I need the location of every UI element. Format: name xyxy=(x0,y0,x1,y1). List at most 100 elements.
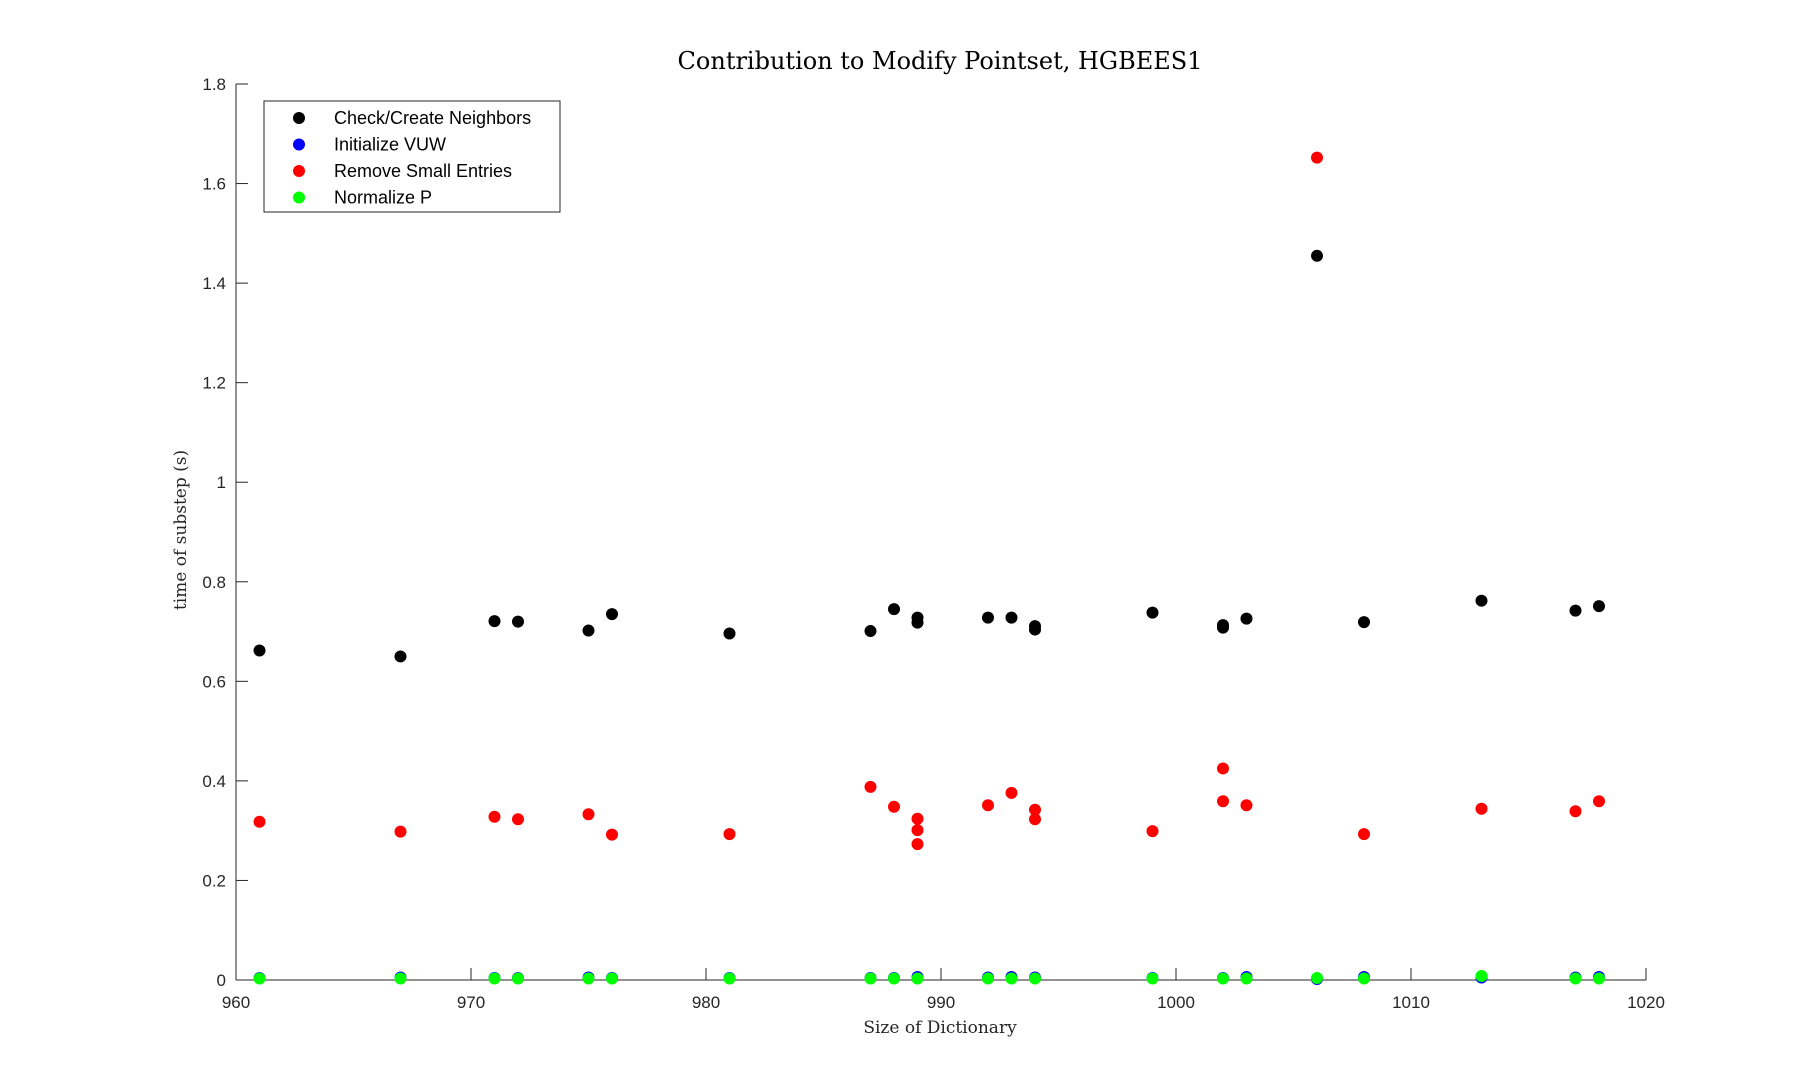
y-tick-label: 0.4 xyxy=(202,772,226,791)
legend: Check/Create Neighbors Initialize VUW Remo… xyxy=(263,100,561,213)
legend-marker xyxy=(293,165,305,177)
data-point xyxy=(864,625,877,638)
y-tick-label: 1.6 xyxy=(202,175,226,194)
data-point xyxy=(512,972,524,985)
data-point xyxy=(911,812,924,825)
data-point xyxy=(888,603,900,616)
data-point xyxy=(864,972,877,985)
data-point xyxy=(394,825,407,838)
data-points xyxy=(253,151,1605,986)
data-point xyxy=(1217,762,1229,775)
data-point xyxy=(1029,813,1041,826)
y-tick-label: 0.2 xyxy=(202,871,226,890)
y-tick-label: 0.8 xyxy=(202,573,226,592)
data-point xyxy=(253,644,266,657)
data-point xyxy=(1569,604,1582,617)
chart-title: Contribution to Modify Pointset, HGBEES1 xyxy=(678,47,1203,75)
data-point xyxy=(982,611,994,624)
data-point xyxy=(1146,606,1159,619)
x-tick-label: 1020 xyxy=(1627,993,1665,1012)
data-point xyxy=(394,650,407,663)
legend-marker xyxy=(293,191,305,204)
data-point xyxy=(911,616,924,629)
x-tick-label: 960 xyxy=(222,993,250,1012)
data-point xyxy=(394,972,407,985)
y-tick-label: 1 xyxy=(217,473,226,492)
data-point xyxy=(488,972,501,985)
data-point xyxy=(888,972,900,985)
data-point xyxy=(1311,972,1323,985)
data-point xyxy=(488,615,501,628)
y-tick-label: 1.4 xyxy=(202,274,226,293)
data-point xyxy=(1217,972,1229,985)
data-point xyxy=(1217,795,1229,808)
data-point xyxy=(723,627,736,640)
x-tick-label: 1000 xyxy=(1157,993,1195,1012)
x-tick-label: 990 xyxy=(927,993,955,1012)
data-point xyxy=(1569,805,1582,818)
legend-marker xyxy=(293,138,305,151)
data-point xyxy=(911,838,924,851)
axes: 960 970 980 990 1000 1010 1020 0 0.2 0.4 0.6 0.8 1 1.… xyxy=(202,75,1665,1012)
data-point xyxy=(982,799,994,812)
series-3 xyxy=(253,970,1605,985)
data-point xyxy=(1475,970,1488,983)
legend-marker xyxy=(293,112,305,124)
data-point xyxy=(1240,799,1253,812)
data-point xyxy=(1029,623,1041,636)
data-point xyxy=(1311,249,1323,262)
data-point xyxy=(582,624,595,637)
x-axis-label: Size of Dictionary xyxy=(863,1018,1017,1038)
data-point xyxy=(1593,600,1605,613)
data-point xyxy=(911,824,924,837)
data-point xyxy=(723,972,736,985)
data-point xyxy=(253,972,266,985)
data-point xyxy=(1593,972,1605,985)
legend-label: Normalize P xyxy=(334,188,432,208)
data-point xyxy=(488,810,501,823)
data-point xyxy=(606,972,618,985)
x-tick-label: 980 xyxy=(692,993,720,1012)
data-point xyxy=(982,972,994,985)
data-point xyxy=(253,815,266,828)
data-point xyxy=(1029,972,1041,985)
legend-label: Initialize VUW xyxy=(334,135,446,155)
legend-box xyxy=(263,100,561,213)
data-point xyxy=(582,972,595,985)
data-point xyxy=(1005,972,1018,985)
legend-label: Remove Small Entries xyxy=(334,161,512,181)
data-point xyxy=(1146,972,1159,985)
data-point xyxy=(1217,621,1229,634)
data-point xyxy=(888,800,900,813)
data-point xyxy=(512,813,524,826)
data-point xyxy=(1358,972,1370,985)
data-point xyxy=(723,828,736,841)
data-point xyxy=(1593,795,1605,808)
data-point xyxy=(1146,825,1159,838)
data-point xyxy=(606,828,618,841)
series-2 xyxy=(253,151,1605,851)
data-point xyxy=(1358,616,1370,629)
data-point xyxy=(1005,611,1018,624)
data-point xyxy=(864,780,877,793)
series-0 xyxy=(253,249,1605,663)
data-point xyxy=(606,608,618,621)
data-point xyxy=(512,615,524,628)
y-tick-label: 1.8 xyxy=(202,75,226,94)
data-point xyxy=(582,808,595,821)
data-point xyxy=(911,972,924,985)
data-point xyxy=(1240,972,1253,985)
y-tick-label: 1.2 xyxy=(202,374,226,393)
data-point xyxy=(1311,151,1323,164)
data-point xyxy=(1005,786,1018,799)
x-tick-label: 1010 xyxy=(1392,993,1430,1012)
y-axis-label: time of substep (s) xyxy=(171,450,191,610)
y-tick-label: 0 xyxy=(217,971,226,990)
x-tick-label: 970 xyxy=(457,993,485,1012)
data-point xyxy=(1240,612,1253,625)
data-point xyxy=(1569,972,1582,985)
y-tick-label: 0.6 xyxy=(202,672,226,691)
data-point xyxy=(1358,828,1370,841)
legend-label: Check/Create Neighbors xyxy=(334,108,531,128)
